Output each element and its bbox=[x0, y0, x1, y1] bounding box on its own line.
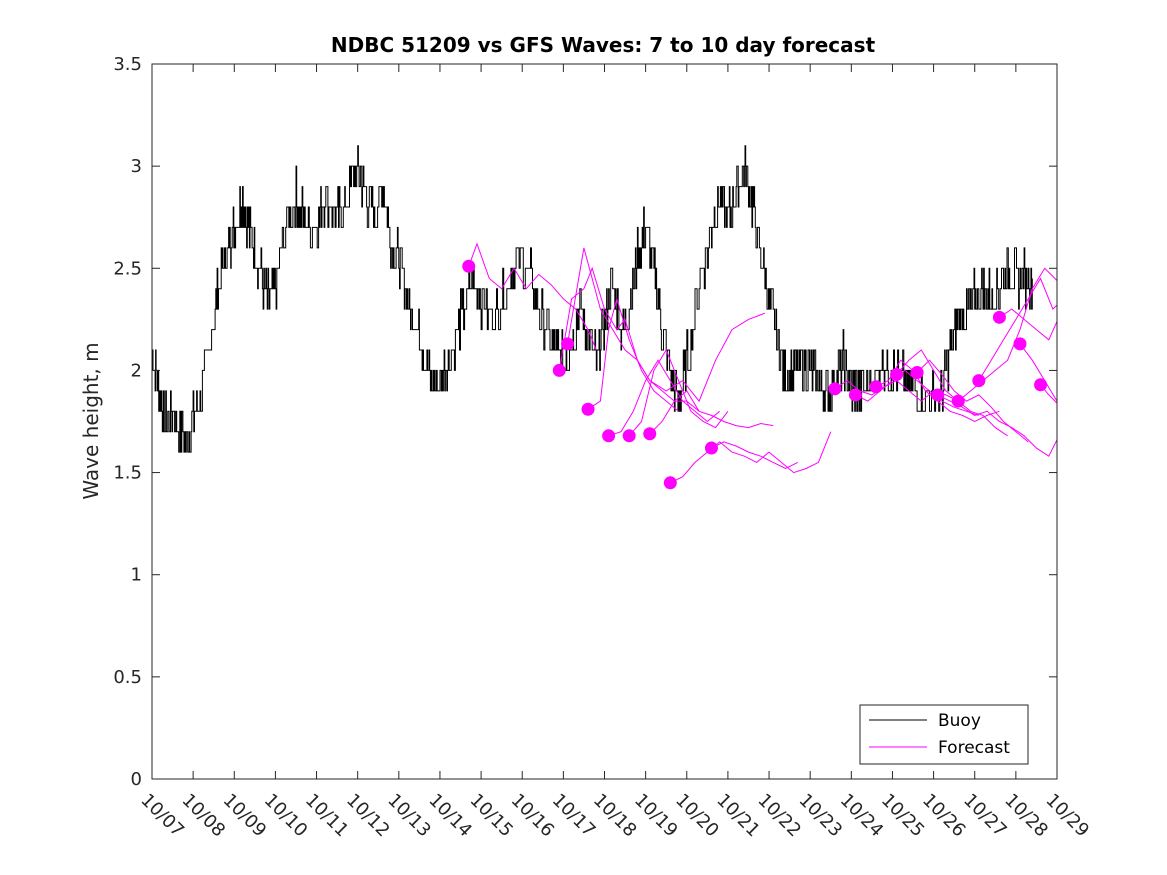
forecast-line-17 bbox=[978, 277, 1058, 381]
y-axis-ticks: 0 0.5 1 1.5 2 2.5 3 3.5 bbox=[113, 54, 1057, 790]
forecast-line-7 bbox=[649, 390, 774, 435]
forecast-start-point bbox=[704, 441, 718, 455]
forecast-line-4 bbox=[587, 297, 679, 412]
forecast-start-point bbox=[972, 374, 986, 388]
y-tick-label: 1 bbox=[131, 565, 142, 586]
legend: Buoy Forecast bbox=[859, 704, 1029, 765]
y-tick-label: 3 bbox=[131, 156, 142, 177]
y-tick-label: 2.5 bbox=[113, 258, 142, 279]
forecast-line-5 bbox=[608, 359, 721, 437]
forecast-start-point bbox=[552, 363, 566, 377]
buoy-series bbox=[152, 145, 1033, 453]
forecast-start-markers bbox=[462, 259, 1048, 490]
y-axis-label: Wave height, m bbox=[79, 342, 103, 499]
forecast-line-13 bbox=[896, 349, 1008, 437]
forecast-line-9 bbox=[711, 441, 799, 470]
y-tick-label: 3.5 bbox=[113, 54, 142, 75]
chart-title: NDBC 51209 vs GFS Waves: 7 to 10 day for… bbox=[331, 33, 876, 57]
forecast-line-1 bbox=[468, 242, 597, 351]
forecast-start-point bbox=[992, 310, 1006, 324]
legend-box bbox=[859, 704, 1029, 765]
forecast-start-point bbox=[890, 368, 904, 382]
forecast-line-16 bbox=[957, 267, 1058, 402]
plot-area bbox=[152, 64, 1057, 779]
legend-forecast-label: Forecast bbox=[938, 738, 1010, 758]
y-tick-label: 0 bbox=[131, 769, 142, 790]
forecast-line-8 bbox=[670, 431, 832, 484]
forecast-start-point bbox=[869, 380, 883, 394]
forecast-start-point bbox=[931, 388, 945, 402]
forecast-start-point bbox=[951, 394, 965, 408]
forecast-line-19 bbox=[1019, 343, 1058, 402]
forecast-line-18 bbox=[999, 308, 1058, 341]
y-tick-label: 2 bbox=[131, 360, 142, 381]
forecast-start-point bbox=[581, 402, 595, 416]
forecast-start-point bbox=[663, 476, 677, 490]
y-tick-label: 0.5 bbox=[113, 667, 142, 688]
y-tick-label: 1.5 bbox=[113, 463, 142, 484]
forecast-start-point bbox=[848, 388, 862, 402]
forecast-start-point bbox=[602, 429, 616, 443]
forecast-start-point bbox=[910, 365, 924, 379]
forecast-start-point bbox=[1013, 337, 1027, 351]
forecast-line-6 bbox=[628, 348, 729, 437]
forecast-start-point bbox=[622, 429, 636, 443]
forecast-start-point bbox=[1034, 378, 1048, 392]
buoy-line bbox=[152, 145, 1033, 453]
forecast-start-point bbox=[643, 427, 657, 441]
forecast-line-11 bbox=[855, 369, 979, 416]
forecast-start-point bbox=[462, 259, 476, 273]
forecast-start-point bbox=[560, 337, 574, 351]
legend-buoy-label: Buoy bbox=[938, 711, 981, 731]
forecast-start-point bbox=[828, 382, 842, 396]
